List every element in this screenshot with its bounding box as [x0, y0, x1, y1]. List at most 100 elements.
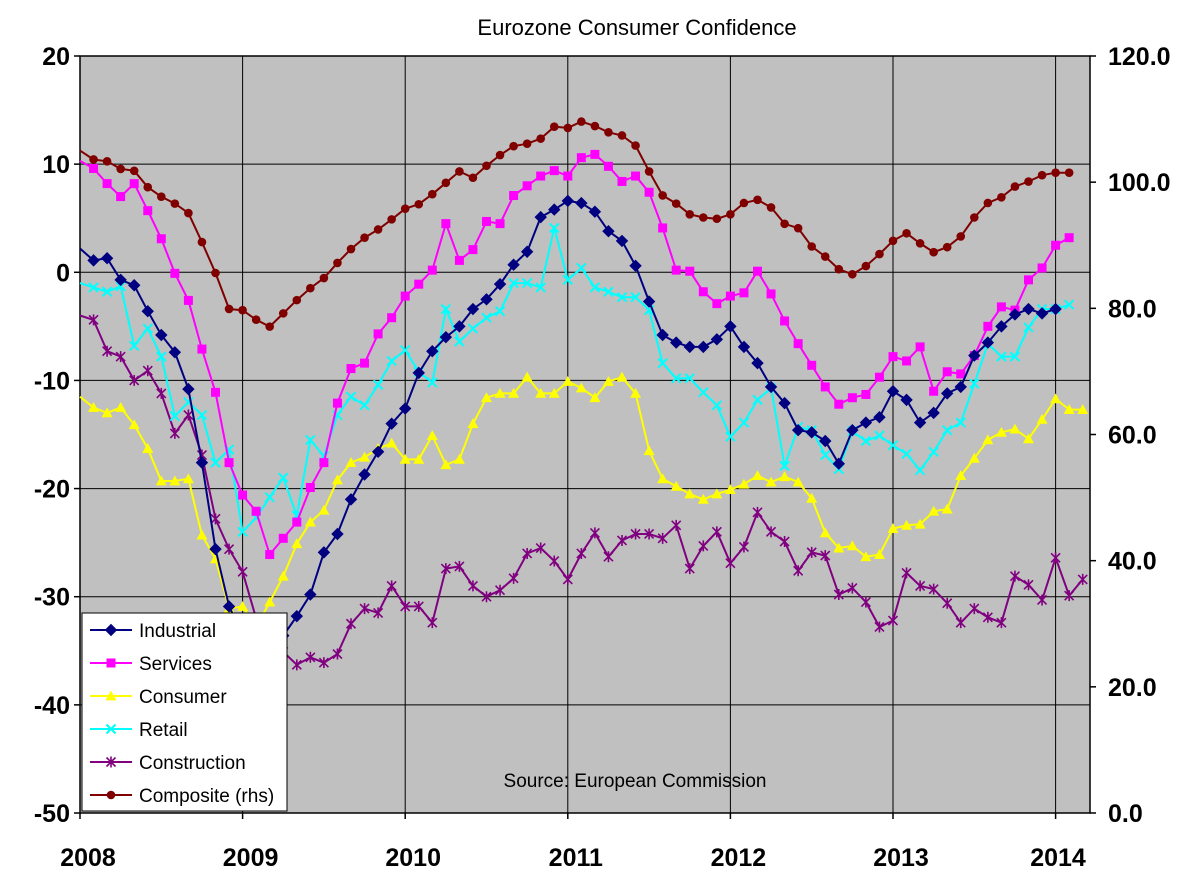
data-point-composite-rhs — [278, 309, 288, 318]
data-point-consumer — [738, 478, 750, 489]
data-point-composite-rhs — [170, 199, 180, 208]
data-point-services — [847, 393, 857, 403]
data-point-composite-rhs — [292, 295, 302, 305]
legend-box — [81, 612, 288, 812]
data-point-retail — [305, 434, 316, 446]
data-point-services — [427, 265, 437, 275]
data-point-services — [685, 266, 695, 276]
data-point-construction — [833, 589, 844, 601]
left-tick-label: -30 — [34, 584, 70, 612]
data-point-industrial — [710, 333, 724, 346]
data-point-industrial — [669, 336, 683, 349]
data-point-composite-rhs — [753, 195, 762, 205]
data-point-consumer — [331, 474, 343, 485]
data-point-services — [183, 295, 193, 305]
data-point-services — [454, 255, 464, 265]
data-point-composite-rhs — [1051, 168, 1060, 178]
data-point-consumer — [846, 540, 858, 551]
x-tick-label: 2009 — [223, 844, 279, 872]
data-point-services — [536, 171, 546, 181]
data-point-composite-rhs — [1010, 182, 1020, 191]
data-point-construction — [901, 567, 912, 579]
x-tick-label: 2013 — [873, 844, 929, 872]
data-point-construction — [996, 617, 1007, 629]
data-point-consumer — [115, 401, 127, 412]
source-note: Source: European Commission — [504, 771, 767, 792]
data-point-consumer — [1063, 404, 1075, 415]
data-point-consumer — [359, 451, 371, 462]
data-point-composite-rhs — [549, 122, 559, 131]
data-point-construction — [508, 572, 519, 584]
data-point-consumer — [562, 376, 574, 386]
data-point-consumer — [887, 523, 899, 533]
data-point-consumer — [1009, 423, 1021, 434]
x-tick-label: 2011 — [549, 844, 603, 872]
legend-label-consumer: Consumer — [139, 687, 227, 708]
data-point-consumer — [128, 419, 140, 430]
data-point-composite-rhs — [888, 236, 898, 246]
data-point-construction — [305, 651, 316, 663]
legend-label-construction: Construction — [139, 753, 246, 774]
data-point-retail — [752, 394, 763, 406]
legend-label-services: Services — [139, 654, 212, 675]
data-point-construction — [820, 550, 831, 562]
data-point-composite-rhs — [699, 213, 708, 222]
data-point-retail — [820, 449, 831, 461]
data-point-retail — [576, 262, 587, 274]
data-point-consumer — [535, 387, 547, 398]
left-tick-label: 10 — [42, 151, 70, 179]
legend-marker-consumer — [105, 690, 117, 701]
data-point-construction — [969, 603, 980, 615]
data-point-construction — [223, 543, 235, 555]
data-point-services — [1037, 263, 1047, 273]
data-point-consumer — [440, 459, 452, 470]
left-tick-label: 20 — [42, 43, 70, 71]
data-point-consumer — [521, 371, 533, 382]
data-point-services — [631, 171, 641, 181]
data-point-consumer — [237, 600, 249, 611]
data-point-services — [1064, 233, 1074, 243]
data-point-consumer — [386, 437, 398, 448]
data-point-retail — [359, 400, 370, 411]
data-point-industrial — [724, 320, 737, 333]
data-point-services — [265, 550, 275, 560]
data-point-industrial — [358, 468, 371, 481]
legend-marker-industrial — [104, 623, 118, 637]
data-point-retail — [630, 291, 641, 303]
data-point-composite-rhs — [143, 182, 153, 192]
data-point-services — [373, 329, 383, 339]
data-point-construction — [630, 528, 641, 540]
data-point-consumer — [291, 538, 303, 549]
data-point-industrial — [900, 393, 913, 407]
data-point-construction — [657, 532, 668, 544]
data-point-services — [766, 289, 776, 299]
data-point-construction — [291, 659, 302, 671]
data-point-services — [902, 356, 912, 366]
data-point-consumer — [792, 476, 804, 487]
data-point-construction — [752, 506, 763, 518]
data-point-consumer — [602, 376, 614, 386]
data-point-services — [807, 360, 817, 370]
data-point-industrial — [819, 434, 832, 448]
data-point-composite-rhs — [157, 192, 166, 201]
left-tick-label: -10 — [34, 367, 70, 395]
data-point-composite-rhs — [102, 157, 112, 166]
data-point-composite-rhs — [509, 141, 518, 151]
data-point-construction — [386, 580, 397, 592]
data-point-industrial — [791, 423, 805, 437]
data-point-industrial — [995, 320, 1008, 333]
data-point-retail — [996, 351, 1007, 362]
data-point-services — [956, 369, 966, 379]
data-point-services — [387, 313, 397, 323]
data-point-services — [929, 386, 939, 396]
data-point-consumer — [955, 470, 967, 480]
data-point-retail — [616, 291, 628, 303]
data-point-retail — [1023, 322, 1034, 333]
data-point-composite-rhs — [306, 283, 315, 293]
data-point-industrial — [615, 234, 629, 248]
data-point-services — [414, 279, 424, 289]
data-point-industrial — [697, 340, 710, 354]
data-point-composite-rhs — [184, 208, 193, 218]
legend-marker-construction — [105, 756, 117, 768]
data-point-composite-rhs — [671, 199, 681, 208]
